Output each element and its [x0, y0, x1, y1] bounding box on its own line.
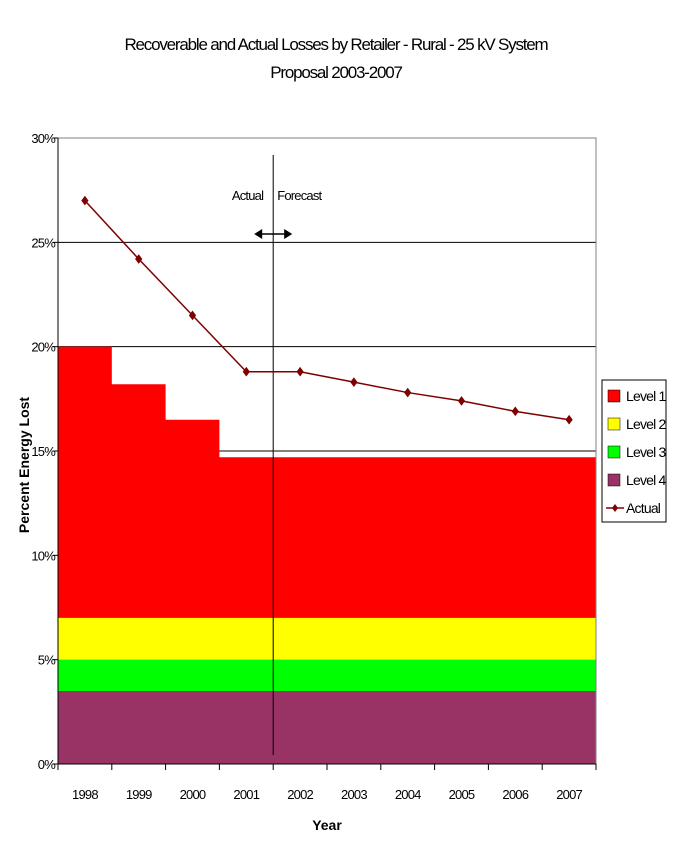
legend-swatch [607, 389, 621, 403]
x-tick-label: 2003 [341, 787, 367, 802]
legend-label: Level 3 [626, 444, 667, 460]
data-point-actual [511, 406, 519, 417]
y-tick-label: 25% [31, 235, 56, 250]
data-point-actual [565, 414, 573, 425]
y-tick-label: 20% [31, 340, 56, 355]
actual-annotation: Actual [232, 188, 264, 203]
x-tick-label: 1999 [126, 787, 152, 802]
y-tick-label: 10% [31, 548, 56, 563]
legend-label: Actual [626, 500, 661, 516]
data-point-actual [404, 387, 412, 398]
legend-swatch [607, 417, 621, 431]
x-tick-label: 2001 [233, 787, 259, 802]
y-tick-label: 0% [38, 757, 56, 772]
x-tick-label: 2002 [287, 787, 313, 802]
chart-title: Recoverable and Actual Losses by Retaile… [124, 35, 548, 54]
plot-area: 0% 5% 10% 15% 20% 25% 30% 1998 1999 2000 2001 2002 2… [31, 131, 597, 802]
area-level-4 [58, 690, 596, 764]
y-axis-title: Percent Energy Lost [16, 397, 32, 533]
arrow-left-head [254, 229, 263, 239]
legend-label: Level 2 [626, 416, 667, 432]
legend-label: Level 1 [626, 388, 667, 404]
legend: Level 1 Level 2 Level 3 Level 4 Actual [601, 379, 667, 523]
x-tick-label: 2005 [449, 787, 475, 802]
y-tick-label: 5% [38, 653, 56, 668]
arrow-right-head [284, 229, 293, 239]
legend-swatch [607, 445, 621, 459]
x-tick-label: 1998 [72, 787, 98, 802]
legend-marker [612, 504, 618, 512]
y-tick-label: 15% [31, 444, 56, 459]
x-tick-label: 2007 [556, 787, 582, 802]
forecast-annotation: Forecast [277, 188, 322, 203]
data-point-actual [242, 366, 250, 377]
series-line-actual [84, 200, 570, 421]
legend-label: Level 4 [626, 472, 667, 488]
data-point-actual [457, 396, 466, 406]
data-point-actual [81, 195, 89, 206]
y-tick-label: 30% [31, 131, 56, 146]
data-point-actual [135, 254, 143, 264]
x-tick-label: 2004 [395, 787, 421, 802]
chart-subtitle: Proposal 2003-2007 [270, 63, 402, 82]
data-point-actual [350, 377, 358, 387]
data-point-actual [188, 310, 197, 321]
x-axis-title: Year [312, 817, 342, 833]
x-tick-label: 2000 [180, 787, 206, 802]
legend-swatch [607, 473, 621, 487]
x-tick-label: 2006 [502, 787, 528, 802]
data-point-actual [296, 366, 304, 377]
